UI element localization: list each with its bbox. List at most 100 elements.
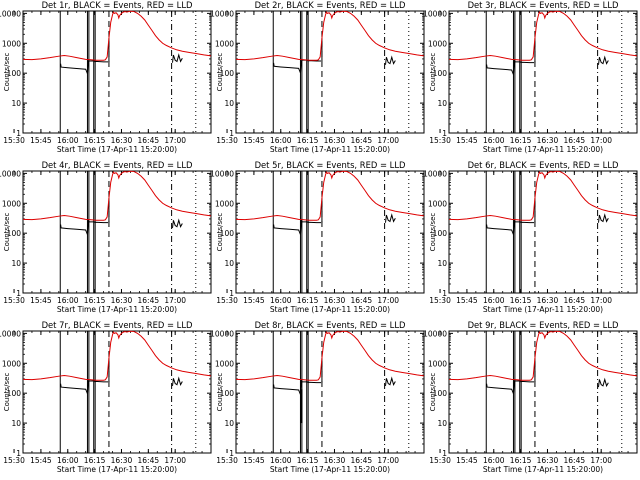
x-tick-label: 16:30 bbox=[537, 136, 559, 145]
plot-frame bbox=[448, 330, 638, 454]
events-line bbox=[172, 218, 183, 228]
y-tick-label: 10 bbox=[437, 99, 447, 108]
x-tick-label: 15:45 bbox=[243, 456, 265, 465]
x-tick-label: 15:30 bbox=[216, 136, 238, 145]
x-axis-label: Start Time (17-Apr-11 15:20:00) bbox=[57, 305, 177, 314]
detector-panel: Det 1r, BLACK = Events, RED = LLD 1 10 100 1… bbox=[0, 0, 212, 154]
plot-frame bbox=[22, 330, 212, 454]
x-tick-label: 16:15 bbox=[84, 296, 106, 305]
y-tick-label: 100 bbox=[433, 69, 448, 78]
panel-title: Det 9r, BLACK = Events, RED = LLD bbox=[468, 320, 619, 330]
x-tick-label: 16:00 bbox=[57, 136, 79, 145]
events-line bbox=[486, 380, 535, 394]
lld-line bbox=[22, 10, 212, 61]
x-tick-label: 16:30 bbox=[537, 456, 559, 465]
lld-line bbox=[448, 330, 638, 381]
y-axis-label: Counts/sec bbox=[3, 373, 11, 412]
y-tick-label: 10000 bbox=[423, 169, 447, 178]
x-tick-label: 15:45 bbox=[456, 136, 478, 145]
x-tick-label: 16:45 bbox=[138, 296, 160, 305]
x-tick-label: 16:45 bbox=[564, 136, 586, 145]
y-tick-label: 1 bbox=[229, 129, 234, 138]
events-marker bbox=[384, 10, 390, 14]
x-tick-label: 16:45 bbox=[351, 456, 373, 465]
y-tick-label: 1000 bbox=[428, 39, 447, 48]
events-line bbox=[273, 219, 322, 235]
y-axis-label: Counts/sec bbox=[3, 213, 11, 252]
x-tick-label: 16:30 bbox=[324, 296, 346, 305]
plot-frame bbox=[448, 170, 638, 294]
x-tick-label: 16:15 bbox=[297, 296, 319, 305]
x-tick-label: 17:00 bbox=[164, 456, 186, 465]
y-tick-label: 1000 bbox=[2, 359, 21, 368]
y-tick-label: 1 bbox=[16, 289, 21, 298]
x-tick-label: 15:45 bbox=[30, 136, 52, 145]
x-tick-label: 16:15 bbox=[510, 456, 532, 465]
x-axis-label: Start Time (17-Apr-11 15:20:00) bbox=[483, 465, 603, 474]
y-axis-label: Counts/sec bbox=[216, 213, 224, 252]
x-tick-label: 16:30 bbox=[324, 456, 346, 465]
x-tick-label: 15:30 bbox=[429, 296, 451, 305]
x-tick-label: 16:30 bbox=[324, 136, 346, 145]
detector-panel: Det 5r, BLACK = Events, RED = LLD 1 10 100 1… bbox=[210, 160, 425, 314]
y-tick-label: 10 bbox=[224, 419, 234, 428]
events-line bbox=[598, 377, 609, 388]
panel-title: Det 5r, BLACK = Events, RED = LLD bbox=[255, 160, 406, 170]
y-tick-label: 1 bbox=[229, 289, 234, 298]
y-tick-label: 10 bbox=[224, 99, 234, 108]
x-tick-label: 17:00 bbox=[377, 136, 399, 145]
y-axis-label: Counts/sec bbox=[429, 373, 437, 412]
x-tick-label: 16:45 bbox=[564, 296, 586, 305]
events-marker bbox=[597, 330, 603, 334]
x-tick-label: 15:30 bbox=[3, 456, 25, 465]
x-tick-label: 16:30 bbox=[111, 296, 133, 305]
y-tick-label: 10000 bbox=[0, 169, 21, 178]
y-tick-label: 10 bbox=[437, 419, 447, 428]
x-tick-label: 16:00 bbox=[57, 296, 79, 305]
panel-title: Det 4r, BLACK = Events, RED = LLD bbox=[42, 160, 193, 170]
detector-panel: Det 2r, BLACK = Events, RED = LLD 1 10 100 1… bbox=[210, 0, 425, 154]
events-marker bbox=[384, 330, 390, 334]
y-tick-label: 10 bbox=[11, 99, 21, 108]
x-axis-label: Start Time (17-Apr-11 15:20:00) bbox=[483, 305, 603, 314]
y-tick-label: 10000 bbox=[210, 169, 234, 178]
panel-title: Det 2r, BLACK = Events, RED = LLD bbox=[255, 0, 406, 10]
detector-panel: Det 8r, BLACK = Events, RED = LLD 1 10 100 1… bbox=[210, 320, 425, 474]
y-tick-label: 10000 bbox=[210, 9, 234, 18]
events-line bbox=[598, 55, 609, 65]
y-axis-label: Counts/sec bbox=[216, 53, 224, 92]
x-tick-label: 16:00 bbox=[57, 456, 79, 465]
x-tick-label: 15:45 bbox=[456, 296, 478, 305]
events-line bbox=[598, 213, 609, 223]
events-line bbox=[486, 219, 535, 235]
x-tick-label: 16:00 bbox=[270, 136, 292, 145]
events-line bbox=[385, 213, 396, 223]
events-marker bbox=[384, 170, 390, 174]
x-tick-label: 16:30 bbox=[537, 296, 559, 305]
x-tick-label: 16:30 bbox=[111, 136, 133, 145]
y-tick-label: 1 bbox=[229, 449, 234, 458]
y-tick-label: 1 bbox=[442, 129, 447, 138]
y-axis-label: Counts/sec bbox=[216, 373, 224, 412]
y-tick-label: 1000 bbox=[428, 359, 447, 368]
y-tick-label: 10000 bbox=[423, 329, 447, 338]
x-axis-label: Start Time (17-Apr-11 15:20:00) bbox=[57, 465, 177, 474]
events-line bbox=[60, 380, 109, 394]
events-marker bbox=[171, 330, 177, 334]
y-axis-label: Counts/sec bbox=[429, 213, 437, 252]
y-tick-label: 1 bbox=[16, 449, 21, 458]
events-line bbox=[60, 60, 109, 74]
x-axis-label: Start Time (17-Apr-11 15:20:00) bbox=[270, 305, 390, 314]
x-tick-label: 15:30 bbox=[216, 456, 238, 465]
events-line bbox=[273, 59, 322, 74]
x-tick-label: 17:00 bbox=[590, 456, 612, 465]
x-tick-label: 17:00 bbox=[377, 296, 399, 305]
y-tick-label: 10000 bbox=[423, 9, 447, 18]
plot-frame bbox=[235, 170, 425, 294]
y-tick-label: 100 bbox=[7, 69, 22, 78]
x-tick-label: 16:30 bbox=[111, 456, 133, 465]
y-tick-label: 10 bbox=[437, 259, 447, 268]
y-tick-label: 10000 bbox=[210, 329, 234, 338]
lld-line bbox=[448, 170, 638, 221]
panel-title: Det 1r, BLACK = Events, RED = LLD bbox=[42, 0, 193, 10]
